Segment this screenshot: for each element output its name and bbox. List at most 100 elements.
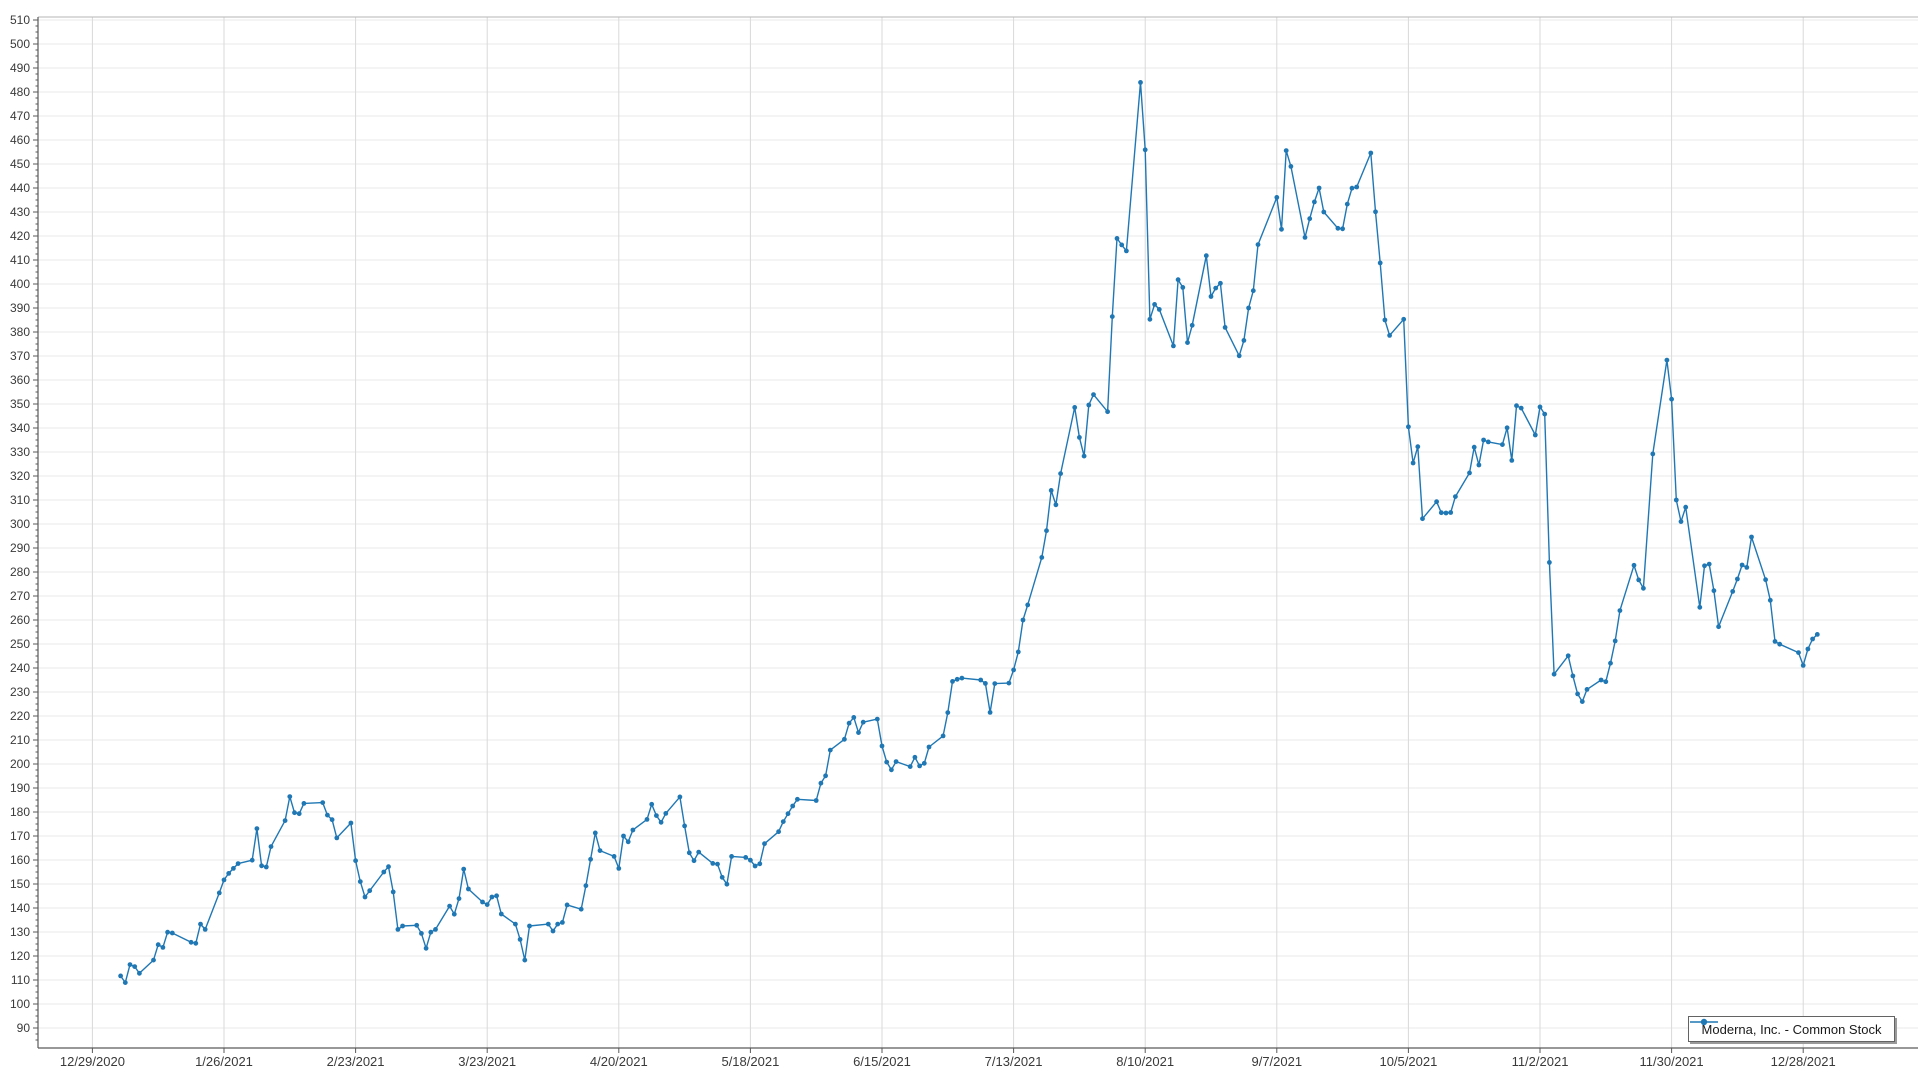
data-point — [621, 833, 626, 839]
y-axis-label: 150 — [10, 877, 30, 891]
data-point — [851, 715, 857, 720]
data-point — [1471, 444, 1477, 450]
data-point — [616, 866, 622, 871]
data-point — [1316, 185, 1322, 191]
data-point — [987, 710, 993, 715]
data-point — [719, 874, 725, 880]
data-point — [517, 937, 523, 942]
data-point — [320, 800, 326, 805]
data-point — [1518, 405, 1524, 411]
data-point — [1669, 396, 1674, 402]
y-axis-label: 250 — [10, 637, 30, 651]
x-axis-label: 11/2/2021 — [1512, 1054, 1569, 1069]
data-point — [395, 927, 401, 932]
data-point — [945, 710, 951, 715]
y-axis-label: 170 — [10, 829, 30, 843]
data-point — [1504, 425, 1510, 431]
data-point — [287, 794, 293, 799]
data-point — [1537, 404, 1543, 410]
data-point — [1551, 671, 1557, 677]
legend-series-marker-icon — [1690, 1018, 1718, 1026]
data-point — [1476, 462, 1482, 468]
data-point — [1434, 499, 1439, 505]
data-point — [1697, 604, 1703, 610]
data-point — [1368, 150, 1374, 156]
data-point — [611, 854, 617, 859]
data-point — [1401, 316, 1407, 322]
y-axis-label: 480 — [10, 85, 30, 99]
data-point — [226, 871, 232, 876]
data-point — [1410, 460, 1416, 466]
data-point — [630, 827, 636, 833]
price-line — [120, 81, 1818, 984]
data-point — [489, 894, 495, 900]
data-point — [151, 957, 156, 963]
data-point — [658, 819, 664, 825]
y-axis-label: 290 — [10, 541, 30, 555]
data-point — [790, 803, 796, 809]
data-point — [654, 813, 659, 818]
data-point — [1006, 680, 1012, 686]
y-axis-label: 420 — [10, 229, 30, 243]
data-point — [428, 929, 434, 935]
data-point — [1641, 585, 1646, 591]
y-axis-label: 390 — [10, 301, 30, 315]
data-point — [1796, 650, 1801, 655]
data-point — [578, 906, 584, 912]
data-point — [1283, 148, 1289, 154]
data-point — [959, 675, 965, 681]
data-point — [1711, 588, 1717, 594]
data-point — [1579, 699, 1585, 704]
data-point — [879, 743, 885, 749]
data-point — [390, 889, 396, 895]
data-point — [1739, 562, 1745, 568]
y-axis-label: 510 — [10, 13, 30, 27]
data-point — [1608, 660, 1613, 666]
data-point — [1119, 242, 1125, 248]
data-point — [221, 877, 227, 883]
data-point — [1584, 687, 1590, 692]
y-axis-label: 120 — [10, 949, 30, 963]
data-point — [889, 767, 894, 773]
y-axis-label: 470 — [10, 109, 30, 123]
data-point — [1109, 314, 1115, 319]
data-point — [1015, 649, 1021, 655]
data-point — [1011, 667, 1016, 673]
data-point — [1805, 646, 1811, 652]
data-point — [362, 894, 368, 900]
data-point — [1152, 302, 1157, 307]
x-axis-label: 9/7/2021 — [1251, 1054, 1302, 1069]
data-point — [1744, 565, 1750, 570]
data-point — [940, 733, 946, 739]
data-point — [715, 861, 720, 867]
data-point — [456, 896, 462, 901]
data-point — [1810, 636, 1815, 642]
data-point — [480, 899, 485, 905]
y-axis-label: 160 — [10, 853, 30, 867]
data-point — [1156, 307, 1162, 312]
y-axis-label: 90 — [17, 1021, 31, 1035]
data-point — [522, 957, 528, 963]
x-axis-label: 8/10/2021 — [1116, 1054, 1174, 1069]
data-point — [649, 801, 655, 807]
data-point — [729, 854, 734, 859]
data-point — [263, 864, 269, 870]
data-point — [1777, 641, 1783, 647]
data-point — [466, 886, 471, 892]
y-axis-label: 100 — [10, 997, 30, 1011]
y-axis-label: 260 — [10, 613, 30, 627]
y-axis-label: 180 — [10, 805, 30, 819]
y-axis-label: 210 — [10, 733, 30, 747]
data-point — [1044, 528, 1049, 534]
data-point — [682, 823, 687, 829]
x-axis-label: 11/30/2021 — [1640, 1054, 1704, 1069]
data-point — [1377, 260, 1383, 266]
data-point — [423, 945, 429, 951]
data-point — [954, 676, 960, 682]
data-point — [1673, 497, 1679, 503]
data-point — [1500, 442, 1505, 447]
x-axis-label: 6/15/2021 — [853, 1054, 911, 1069]
data-point — [1086, 402, 1092, 408]
data-point — [1415, 444, 1421, 450]
